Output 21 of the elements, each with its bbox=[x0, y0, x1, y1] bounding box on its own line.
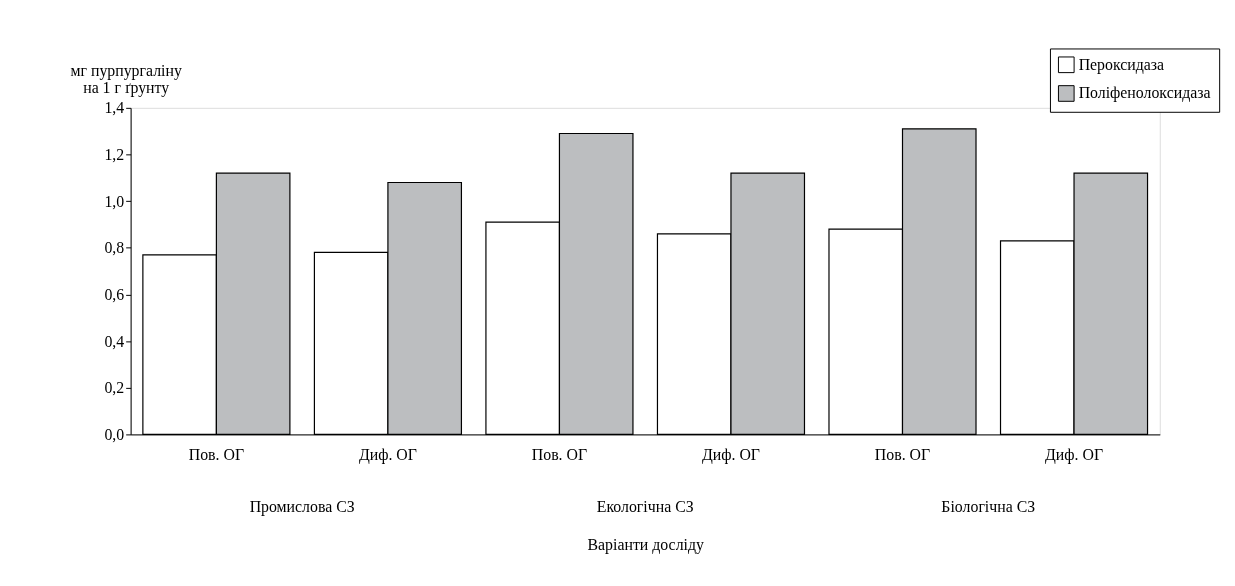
y-tick-label: 0,8 bbox=[104, 239, 125, 257]
legend-label: Поліфенолоксидаза bbox=[1078, 84, 1211, 103]
x-tick-label: Пов. ОГ bbox=[188, 445, 245, 463]
x-tick-label: Диф. ОГ bbox=[358, 445, 417, 464]
x-tick-label: Пов. ОГ bbox=[874, 445, 931, 463]
y-axis-title: мг пурпургаліну на 1 г ґрунту bbox=[70, 61, 182, 98]
x-tick-label: Диф. ОГ bbox=[1045, 445, 1104, 464]
y-tick-label: 1,0 bbox=[104, 192, 125, 210]
x-axis-title: Варіанти досліду bbox=[587, 535, 704, 554]
text: Біологічна СЗ bbox=[941, 497, 1036, 515]
y-tick-label: 0,6 bbox=[104, 285, 125, 303]
y-tick-label: 1,2 bbox=[104, 145, 125, 163]
y-tick-label: 0,4 bbox=[104, 332, 125, 350]
y-tick-label: 1,4 bbox=[104, 99, 125, 117]
y-tick-label: 0,2 bbox=[104, 379, 125, 397]
y-tick-label: 0,0 bbox=[104, 425, 125, 443]
text: Екологічна СЗ bbox=[596, 497, 694, 515]
legend-label: Пероксидаза bbox=[1078, 55, 1165, 74]
x-tick-label: Диф. ОГ bbox=[701, 445, 760, 464]
text: Промислова СЗ bbox=[249, 497, 355, 516]
x-tick-label: Пов. ОГ bbox=[531, 445, 588, 463]
